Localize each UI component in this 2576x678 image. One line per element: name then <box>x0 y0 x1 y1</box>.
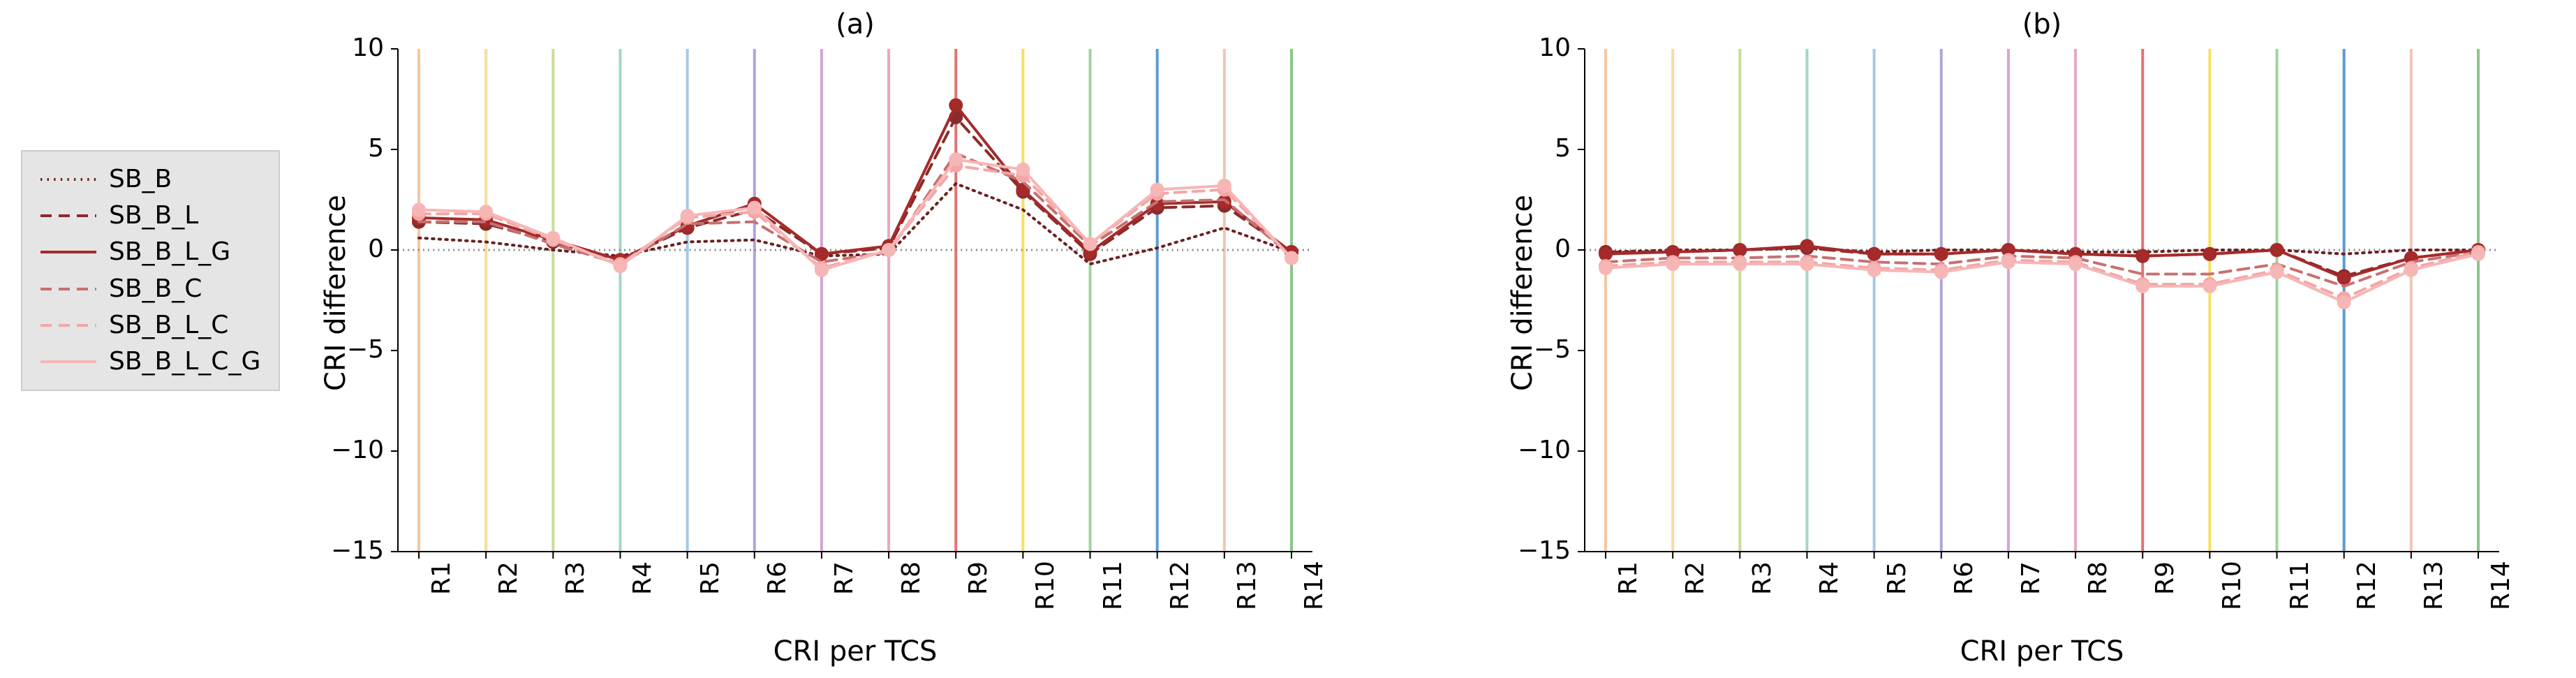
ytick-label: −10 <box>1494 436 1571 464</box>
legend-swatch-SB_B_L_C_G <box>40 349 96 374</box>
legend-label: SB_B_L <box>109 198 198 234</box>
legend-label: SB_B <box>109 161 172 198</box>
xtick-label: R1 <box>427 561 456 595</box>
legend-swatch-SB_B_C <box>40 277 96 302</box>
ytick-label: −10 <box>307 436 384 464</box>
xtick-label: R6 <box>763 561 792 595</box>
xtick-label: R9 <box>964 561 993 595</box>
xtick-label: R14 <box>1300 561 1328 610</box>
xtick-label: R13 <box>1233 561 1261 610</box>
xtick-label: R14 <box>2487 561 2515 610</box>
xtick-label: R7 <box>2017 561 2045 595</box>
legend-label: SB_B_L_G <box>109 234 230 270</box>
ytick-label: 10 <box>1494 34 1571 62</box>
xtick-label: R8 <box>2084 561 2112 595</box>
ytick-label: −5 <box>307 335 384 364</box>
legend-item-SB_B_L: SB_B_L <box>40 198 260 234</box>
legend-swatch-SB_B_L <box>40 203 96 228</box>
xtick-label: R11 <box>2286 561 2314 610</box>
xtick-label: R4 <box>628 561 657 595</box>
xtick-label: R10 <box>2218 561 2246 610</box>
xtick-label: R5 <box>696 561 725 595</box>
ytick-label: 0 <box>307 235 384 263</box>
legend-item-SB_B_L_C_G: SB_B_L_C_G <box>40 344 260 380</box>
figure-root: SB_BSB_B_LSB_B_L_GSB_B_CSB_B_L_CSB_B_L_C… <box>0 0 2576 678</box>
xtick-label: R7 <box>830 561 859 595</box>
legend-label: SB_B_L_C <box>109 307 228 344</box>
legend-item-SB_B_L_G: SB_B_L_G <box>40 234 260 270</box>
xtick-label: R12 <box>2353 561 2381 610</box>
legend: SB_BSB_B_LSB_B_L_GSB_B_CSB_B_L_CSB_B_L_C… <box>21 150 280 391</box>
xtick-label: R5 <box>1883 561 1911 595</box>
ytick-label: 5 <box>1494 134 1571 163</box>
ytick-label: 10 <box>307 34 384 62</box>
xtick-label: R3 <box>561 561 590 595</box>
xtick-label: R13 <box>2420 561 2448 610</box>
xtick-label: R3 <box>1748 561 1777 595</box>
xtick-label: R4 <box>1815 561 1844 595</box>
xtick-label: R10 <box>1031 561 1060 610</box>
xtick-label: R11 <box>1099 561 1127 610</box>
legend-swatch-SB_B_L_G <box>40 239 96 265</box>
xtick-label: R6 <box>1950 561 1978 595</box>
xtick-label: R12 <box>1166 561 1194 610</box>
panel-title-b: (b) <box>1902 8 2182 40</box>
legend-item-SB_B_C: SB_B_C <box>40 271 260 307</box>
legend-item-SB_B: SB_B <box>40 161 260 198</box>
xtick-label: R8 <box>897 561 926 595</box>
ytick-label: −15 <box>307 536 384 565</box>
legend-label: SB_B_L_C_G <box>109 344 260 380</box>
ytick-label: −15 <box>1494 536 1571 565</box>
xlabel-b: CRI per TCS <box>1833 635 2251 668</box>
xlabel-a: CRI per TCS <box>646 635 1065 668</box>
legend-item-SB_B_L_C: SB_B_L_C <box>40 307 260 344</box>
xtick-label: R9 <box>2151 561 2179 595</box>
panel-b <box>1585 49 2499 552</box>
panel-title-a: (a) <box>716 8 995 40</box>
xtick-label: R1 <box>1614 561 1643 595</box>
xtick-label: R2 <box>1681 561 1710 595</box>
ytick-label: 0 <box>1494 235 1571 263</box>
panel-a <box>398 49 1312 552</box>
legend-label: SB_B_C <box>109 271 202 307</box>
ytick-label: −5 <box>1494 335 1571 364</box>
xtick-label: R2 <box>494 561 523 595</box>
legend-swatch-SB_B_L_C <box>40 313 96 338</box>
legend-swatch-SB_B <box>40 167 96 192</box>
ytick-label: 5 <box>307 134 384 163</box>
